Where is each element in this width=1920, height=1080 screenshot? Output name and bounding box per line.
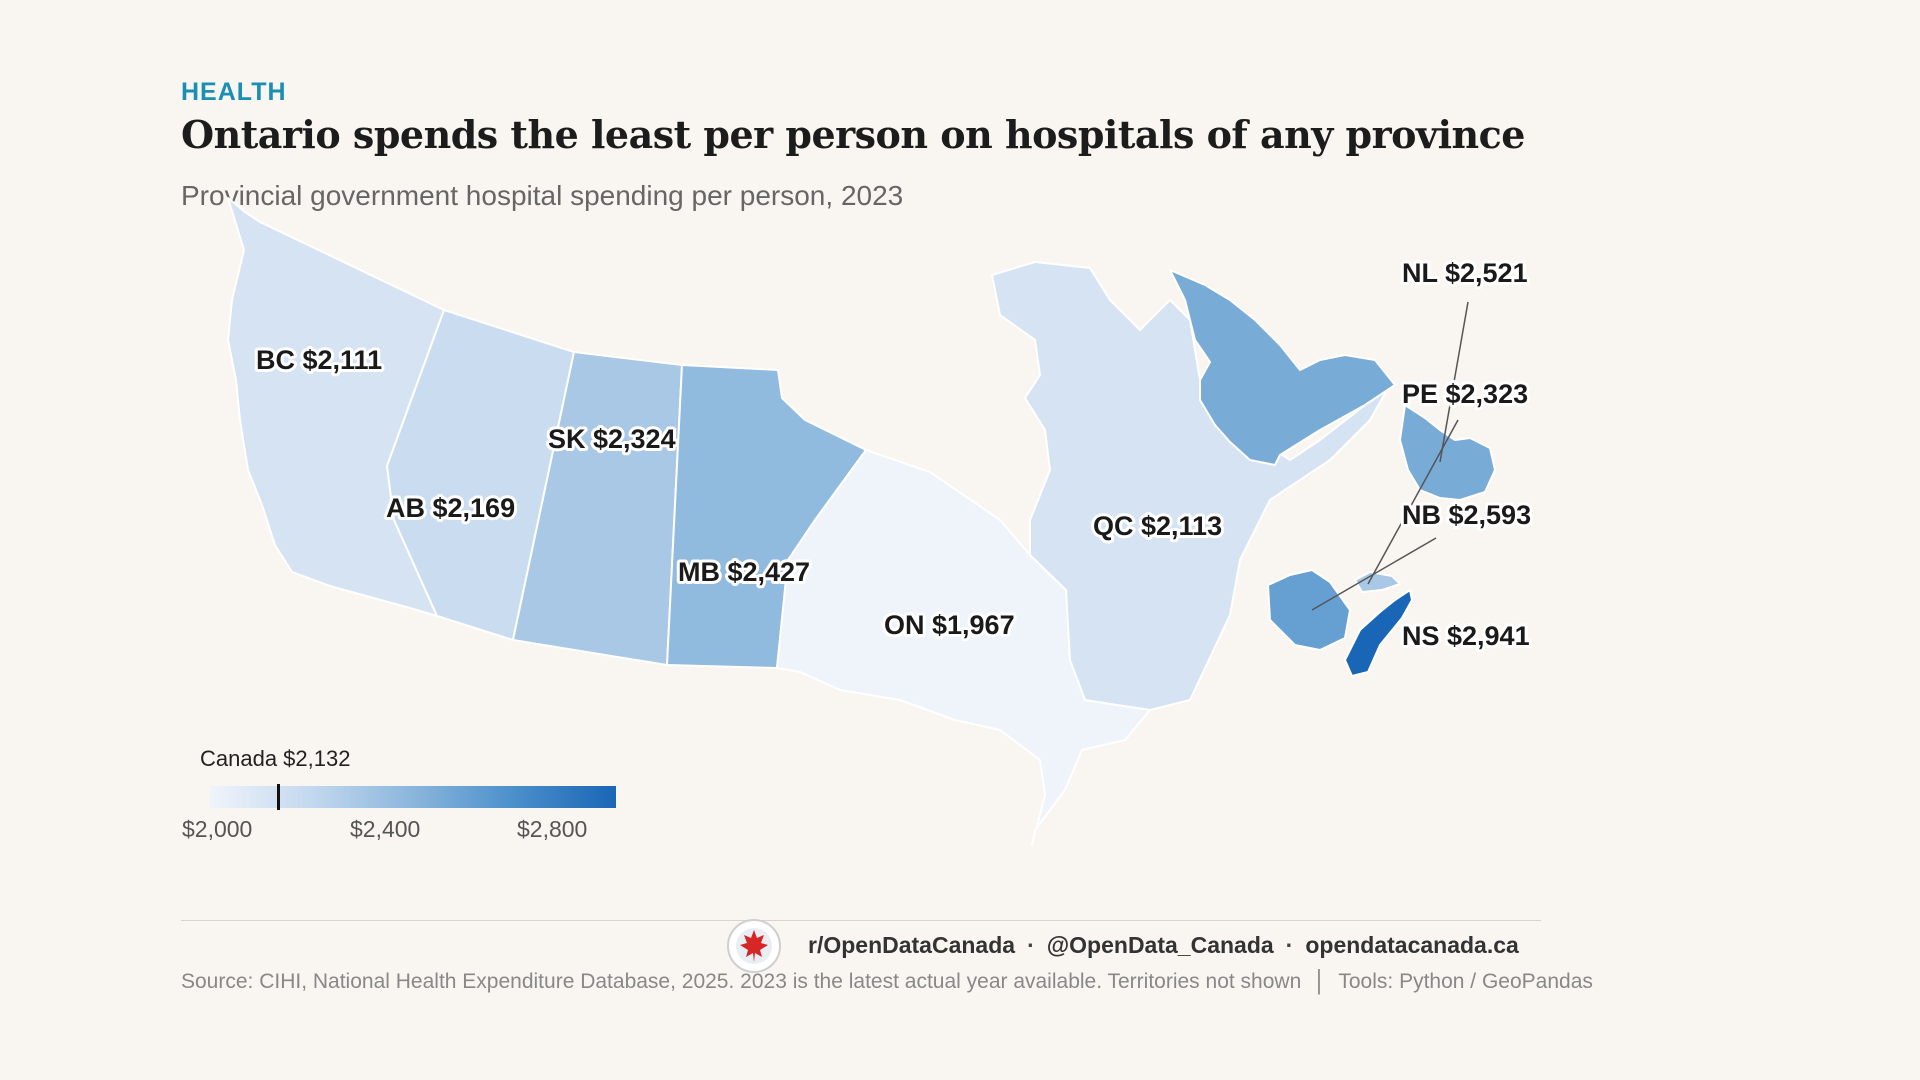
legend-tick-2800: $2,800 (517, 816, 588, 842)
label-on: ON $1,967 (884, 610, 1015, 640)
separator-dot: · (1285, 932, 1294, 958)
province-pe (1354, 571, 1401, 593)
province-nb (1267, 569, 1351, 651)
label-ab: AB $2,169 (386, 493, 515, 523)
legend-tick-2400: $2,400 (350, 816, 421, 842)
label-ns: NS $2,941 (1402, 621, 1530, 651)
label-nb: NB $2,593 (1402, 500, 1531, 530)
tools-text: Tools: Python / GeoPandas (1338, 970, 1593, 993)
website-link[interactable]: opendatacanada.ca (1305, 932, 1519, 958)
province-nl (1169, 269, 1396, 466)
source-separator: │ (1313, 970, 1327, 993)
province-nl-island (1399, 404, 1496, 501)
section-kicker: HEALTH (181, 78, 287, 106)
legend-color-bar (210, 786, 616, 808)
label-bc: BC $2,111 (256, 345, 382, 375)
label-nl: NL $2,521 (1402, 258, 1528, 288)
social-handles: r/OpenDataCanada · @OpenData_Canada · openda… (808, 932, 1519, 959)
footer-divider (181, 920, 1541, 921)
label-qc: QC $2,113 (1093, 511, 1222, 541)
separator-dot: · (1027, 932, 1035, 958)
source-note: Source: CIHI, National Health Expenditur… (181, 970, 1593, 994)
leader-line-nb (1311, 537, 1437, 611)
legend-title: Canada $2,132 (200, 746, 351, 771)
label-mb: MB $2,427 (678, 557, 810, 587)
legend-canada-marker (277, 784, 280, 810)
leader-line-nl (1439, 301, 1469, 463)
province-ns (1344, 589, 1413, 677)
reddit-link[interactable]: r/OpenDataCanada (808, 932, 1016, 958)
leader-line-pe (1367, 419, 1459, 585)
twitter-link[interactable]: @OpenData_Canada (1046, 932, 1274, 958)
label-pe: PE $2,323 (1402, 379, 1528, 409)
chart-title: Ontario spends the least per person on h… (181, 112, 1525, 157)
source-text: Source: CIHI, National Health Expenditur… (181, 970, 1302, 993)
opendatacanada-logo (727, 919, 781, 973)
legend-tick-2000: $2,000 (182, 816, 253, 842)
label-sk: SK $2,324 (548, 424, 676, 454)
chart-subtitle: Provincial government hospital spending … (181, 180, 904, 211)
province-qc (991, 261, 1391, 711)
